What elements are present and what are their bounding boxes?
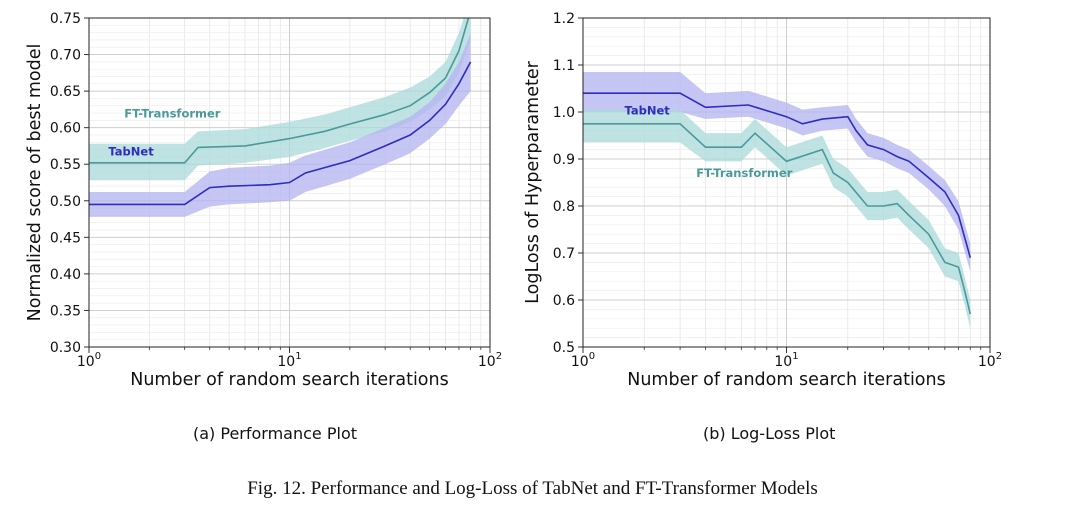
plot-series [89,18,472,217]
y-tick-label: 0.8 [553,199,575,215]
y-tick-label: 0.40 [50,267,81,283]
series-label-tabnet: TabNet [625,103,671,117]
x-tick-label: 102 [478,351,502,370]
figure-charts: 0.30 0.35 0.40 0.45 0.50 0.55 0.60 0.65 0.70 0.75… [25,11,1002,390]
band-ft-transformer [89,18,471,181]
chart-panel-b: 0.5 0.6 0.7 0.8 0.9 1.0 1.1 1.2 100 101 102 TabNet F… [523,11,1002,390]
series-label-ft-transformer: FT-Transformer [696,166,792,180]
series-label-ft-transformer: FT-Transformer [124,106,220,120]
line-tabnet [583,92,972,258]
line-tabnet [89,61,472,206]
plot-frame [88,17,491,348]
y-tick-label: 0.7 [553,246,575,262]
y-tick-label: 0.45 [50,230,81,246]
y-axis-label: Normalized score of best model [25,44,45,322]
series-label-tabnet: TabNet [108,144,154,158]
y-tick-label: 0.9 [553,152,575,168]
y-tick-label: 0.55 [50,157,81,173]
y-tick-label: 0.5 [553,340,575,356]
figure-caption: Fig. 12. Performance and Log-Loss of Tab… [247,478,818,499]
band-tabnet [89,34,471,217]
x-tick-label: 102 [978,351,1002,370]
y-tick-label: 0.70 [50,48,81,64]
y-tick-label: 0.6 [553,293,575,309]
x-tick-label: 101 [774,351,798,370]
y-tick-label: 0.35 [50,303,81,319]
line-ft-transformer [583,123,972,315]
caption-performance-plot: (a) Performance Plot [193,424,358,443]
x-tick-label: 100 [571,351,595,370]
line-ft-transformer [89,18,470,164]
x-axis-label: Number of random search iterations [130,370,448,390]
plot-frame [582,17,991,348]
y-tick-label: 0.30 [50,340,81,356]
y-tick-label: 0.60 [50,121,81,137]
x-tick-label: 100 [77,351,101,370]
y-tick-label: 1.2 [553,11,575,27]
plot-series [583,72,972,329]
y-tick-label: 0.65 [50,84,81,100]
chart-panel-a: 0.30 0.35 0.40 0.45 0.50 0.55 0.60 0.65 0.70 0.75… [25,11,502,390]
x-axis-label: Number of random search iterations [627,370,945,390]
y-axis-label: LogLoss of Hyperparameter [523,60,543,303]
y-tick-label: 0.50 [50,194,81,210]
x-tick-label: 101 [277,351,301,370]
y-tick-label: 1.1 [553,58,575,74]
y-tick-label: 1.0 [553,105,575,121]
y-tick-label: 0.75 [50,11,81,27]
band-tabnet [583,72,971,272]
caption-log-loss-plot: (b) Log-Loss Plot [703,424,836,443]
